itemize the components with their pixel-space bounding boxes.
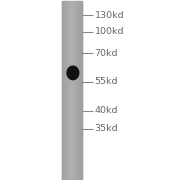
Bar (62, 1, 63, 179)
Bar (68, 1, 69, 179)
Bar (69, 1, 70, 179)
Bar (66, 1, 67, 179)
Text: 70kd: 70kd (94, 49, 118, 58)
Bar (65, 1, 66, 179)
Bar (75, 1, 76, 179)
Bar (79, 1, 80, 179)
Text: 100kd: 100kd (94, 27, 124, 36)
Ellipse shape (67, 66, 79, 80)
Text: 35kd: 35kd (94, 124, 118, 133)
Bar (67, 1, 68, 179)
Text: 55kd: 55kd (94, 77, 118, 86)
Bar (72, 1, 73, 179)
Bar (63, 1, 64, 179)
Bar (64, 1, 65, 179)
Bar (77, 1, 78, 179)
Bar (80, 1, 81, 179)
Text: 130kd: 130kd (94, 11, 124, 20)
Text: 40kd: 40kd (94, 106, 118, 115)
Bar (76, 1, 77, 179)
Bar (71, 1, 72, 179)
Bar (73, 1, 74, 179)
Bar (70, 1, 71, 179)
Bar (78, 1, 79, 179)
Bar (74, 1, 75, 179)
Bar (81, 1, 82, 179)
